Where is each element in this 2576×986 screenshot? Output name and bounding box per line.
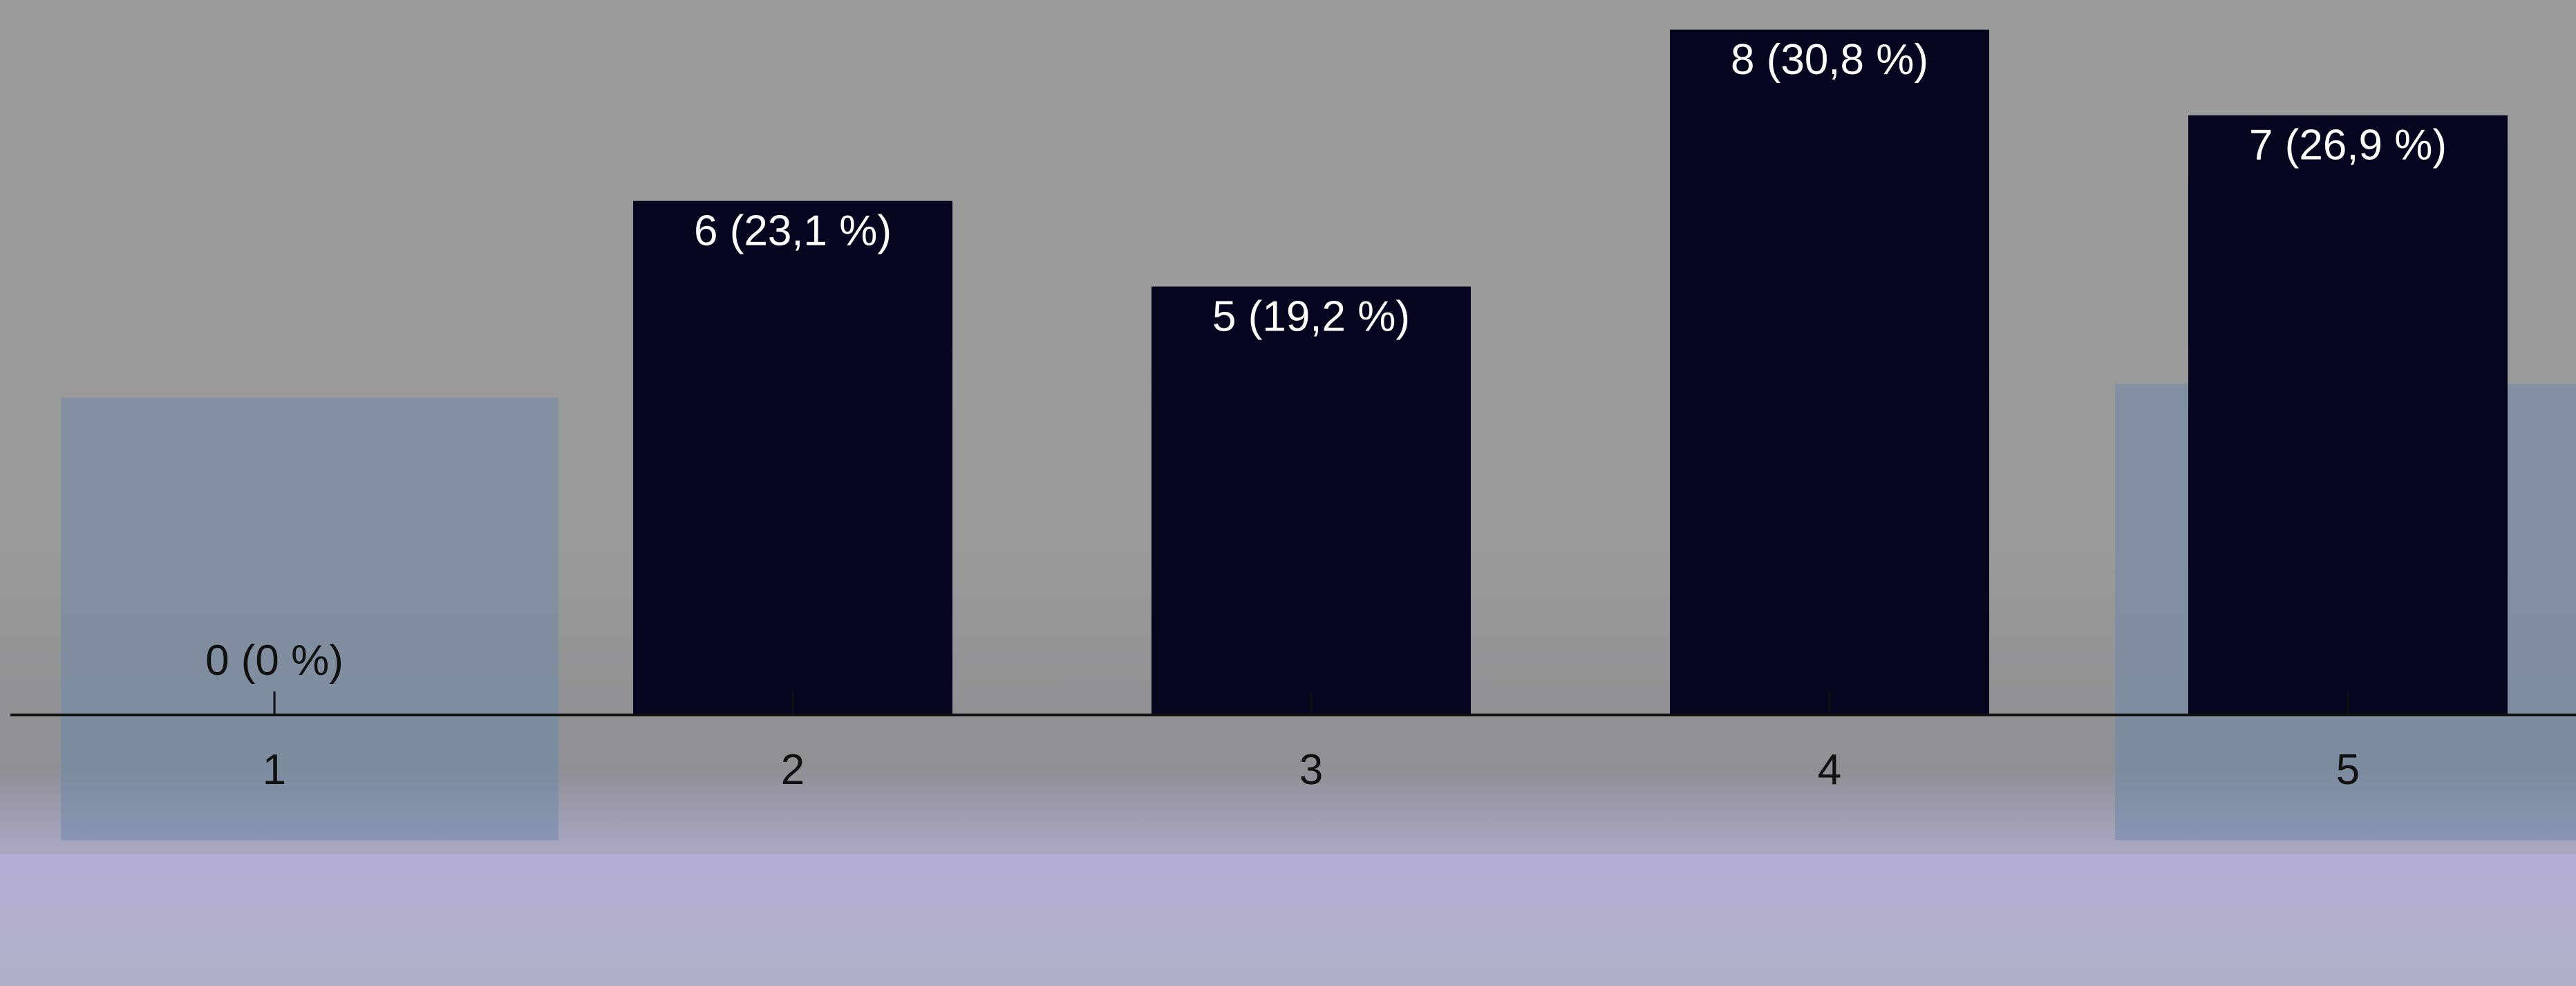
- x-tick-label-2: 2: [781, 746, 805, 794]
- bars-group: [633, 29, 2508, 716]
- value-label-4: 8 (30,8 %): [1731, 36, 1928, 84]
- x-tick-label-5: 5: [2336, 746, 2360, 794]
- bar-5: [2188, 115, 2508, 715]
- value-label-1: 0 (0 %): [205, 637, 344, 685]
- bar-3: [1151, 286, 1471, 715]
- value-label-5: 7 (26,9 %): [2249, 122, 2447, 169]
- backdrop-floor: [0, 854, 2576, 986]
- bar-2: [633, 201, 952, 716]
- x-axis-ticks: [273, 691, 2349, 715]
- x-tick-label-4: 4: [1818, 746, 1841, 794]
- bar-4: [1670, 29, 1989, 715]
- x-axis-tick-labels: 1 2 3 4 5: [263, 746, 2360, 794]
- backdrop-banner-left: [61, 398, 558, 840]
- value-labels-group: 0 (0 %) 6 (23,1 %) 5 (19,2 %) 8 (30,8 %) 7 (…: [205, 36, 2447, 685]
- x-tick-label-1: 1: [263, 746, 286, 794]
- value-label-2: 6 (23,1 %): [694, 207, 892, 255]
- value-label-3: 5 (19,2 %): [1212, 292, 1410, 340]
- x-tick-label-3: 3: [1299, 746, 1323, 794]
